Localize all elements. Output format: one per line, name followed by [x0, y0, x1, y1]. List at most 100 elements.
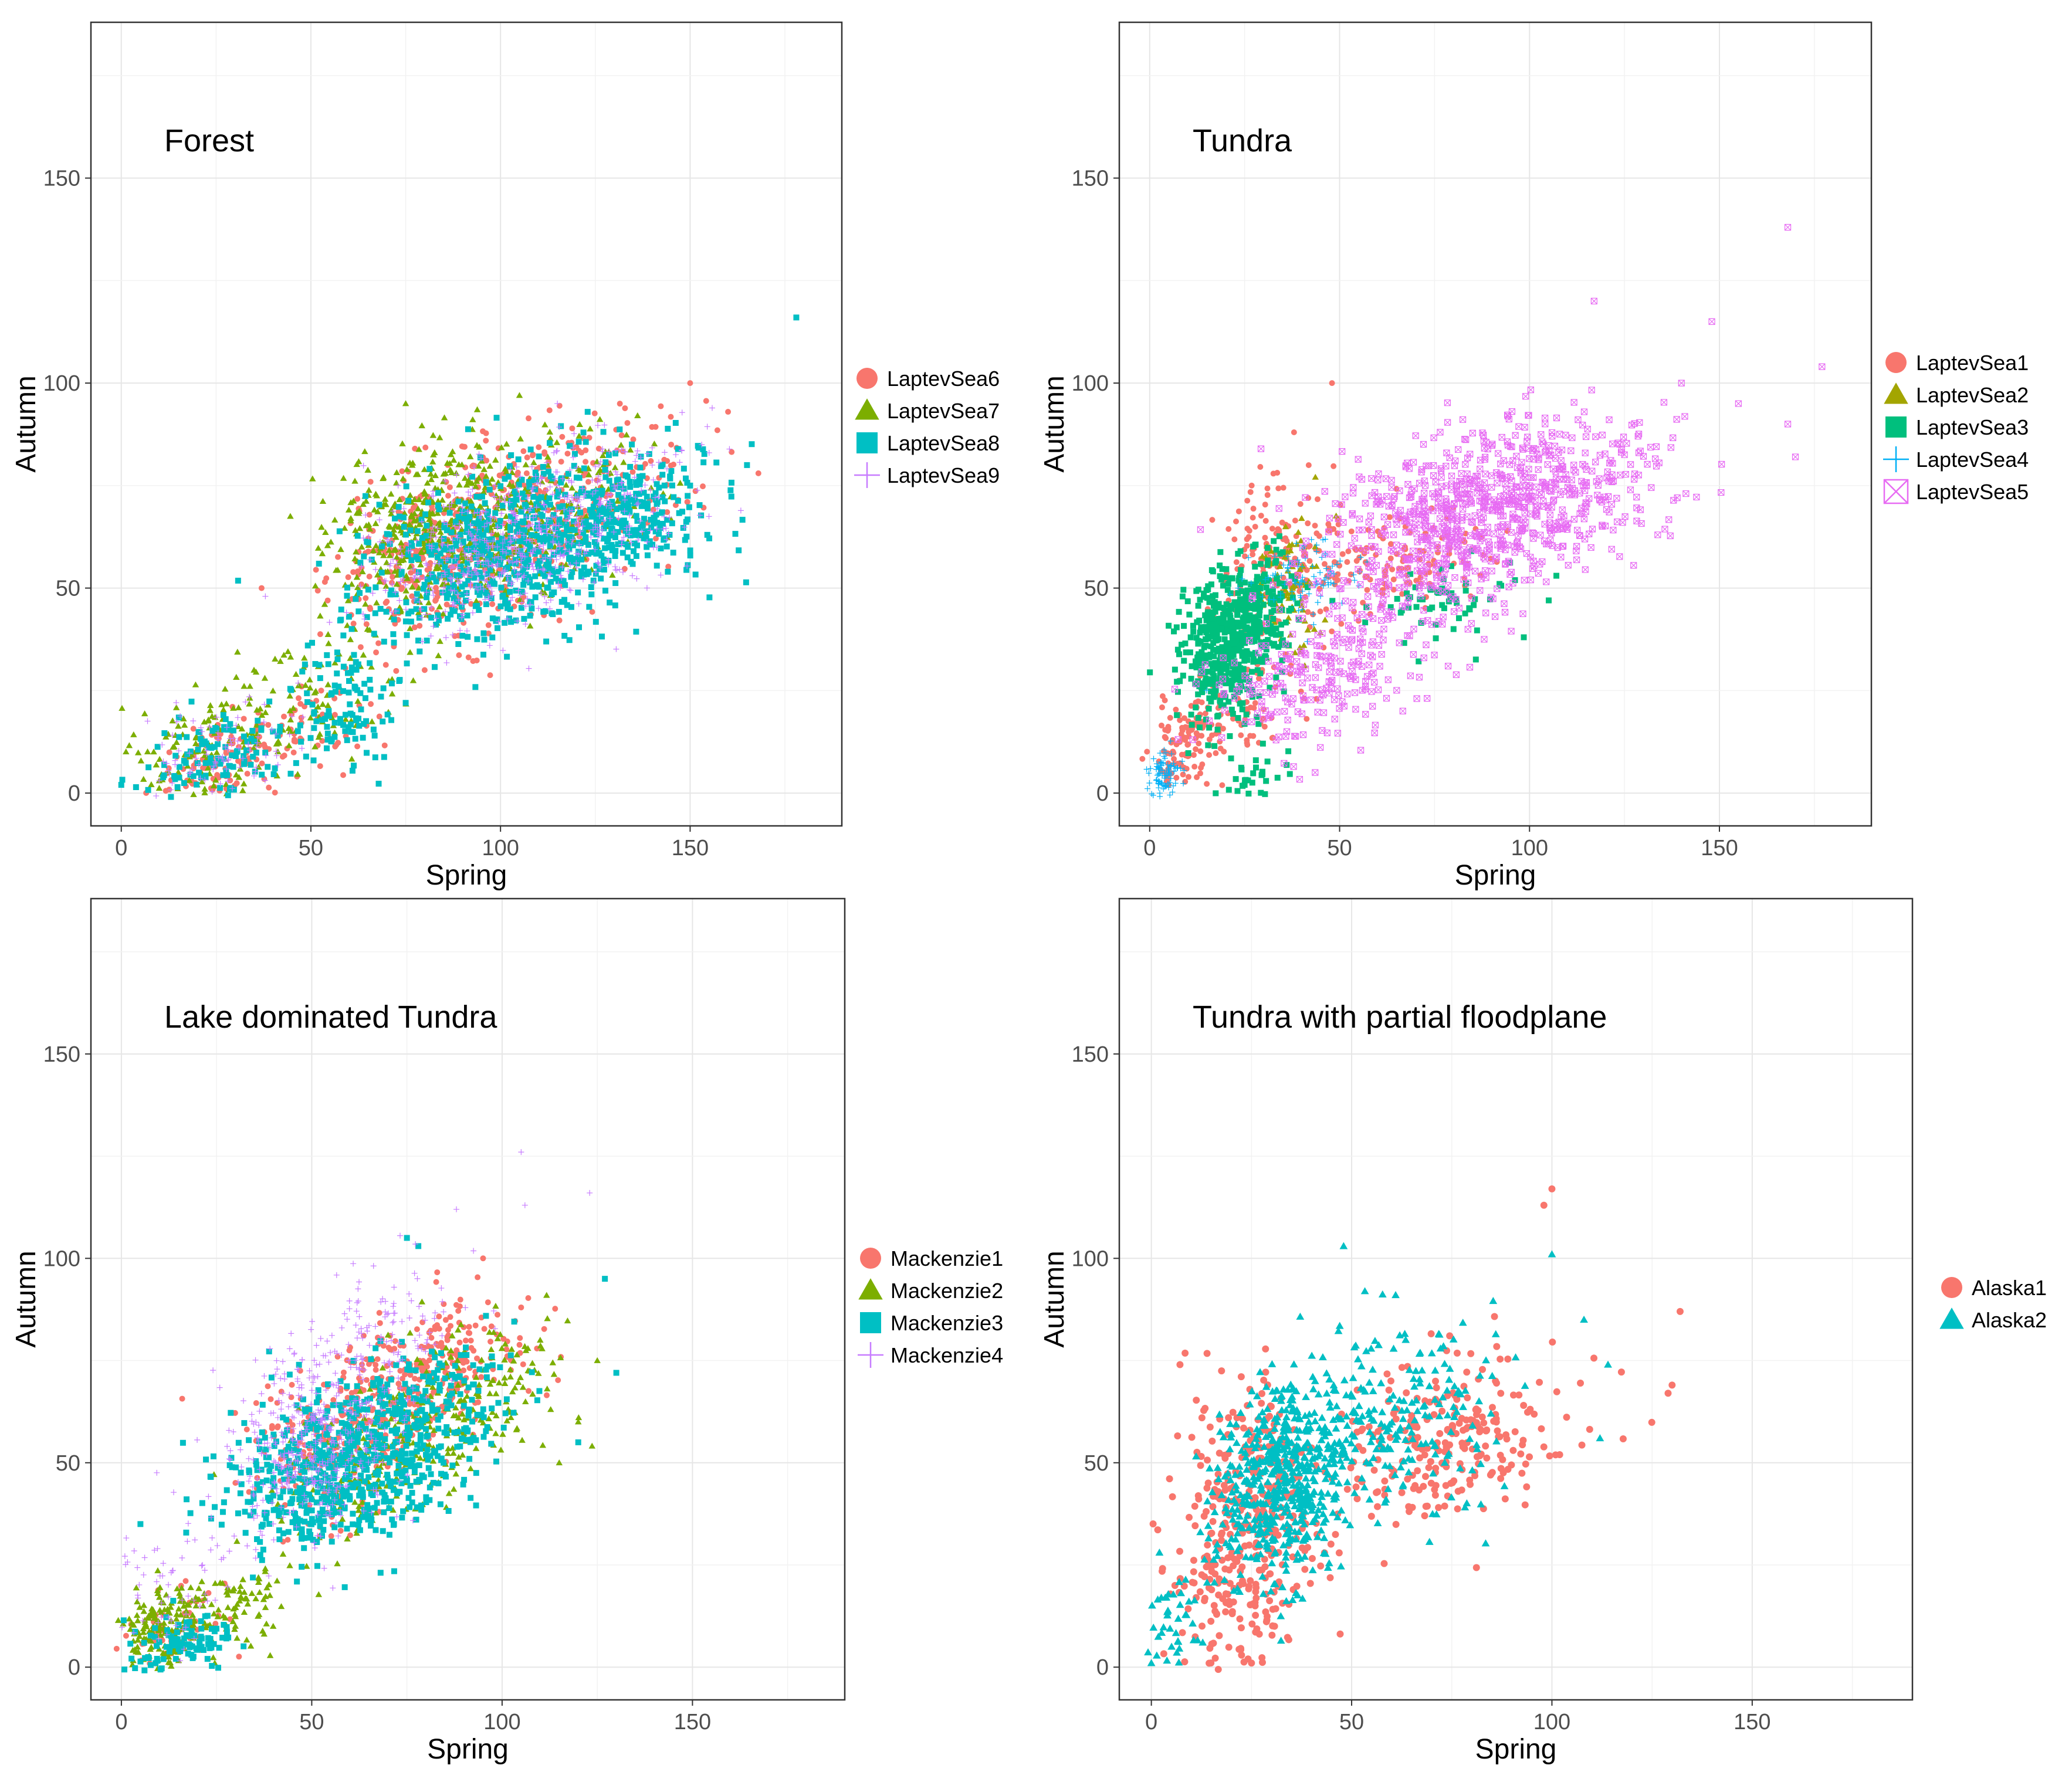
- point-LaptevSea8: [554, 493, 560, 500]
- point-LaptevSea7: [137, 757, 145, 764]
- point-LaptevSea3: [1204, 635, 1211, 641]
- point-LaptevSea7: [347, 655, 354, 661]
- point-LaptevSea3: [1245, 790, 1252, 797]
- point-LaptevSea7: [407, 625, 414, 631]
- point-LaptevSea8: [540, 608, 547, 615]
- point-LaptevSea8: [506, 615, 512, 622]
- point-LaptevSea9: [495, 554, 502, 560]
- point-LaptevSea8: [464, 523, 470, 530]
- point-LaptevSea9: [398, 546, 404, 553]
- point-LaptevSea8: [558, 565, 564, 572]
- point-LaptevSea7: [402, 594, 409, 601]
- point-LaptevSea6: [585, 479, 591, 485]
- point-LaptevSea9: [429, 524, 436, 530]
- point-LaptevSea8: [391, 639, 397, 646]
- point-LaptevSea7: [420, 544, 428, 551]
- point-LaptevSea8: [564, 602, 570, 608]
- point-LaptevSea8: [533, 473, 539, 479]
- point-LaptevSea7: [352, 527, 359, 533]
- point-LaptevSea8: [485, 511, 491, 518]
- point-LaptevSea9: [607, 500, 613, 507]
- point-LaptevSea9: [263, 753, 269, 759]
- point-LaptevSea6: [426, 562, 433, 568]
- point-LaptevSea8: [507, 535, 514, 541]
- point-LaptevSea8: [498, 584, 505, 591]
- point-LaptevSea8: [489, 536, 495, 543]
- point-LaptevSea8: [349, 767, 356, 774]
- point-LaptevSea8: [161, 772, 167, 778]
- point-LaptevSea8: [243, 747, 249, 754]
- point-LaptevSea9: [343, 609, 350, 616]
- point-LaptevSea8: [448, 611, 454, 618]
- point-LaptevSea8: [625, 503, 632, 510]
- point-LaptevSea8: [381, 638, 387, 645]
- point-LaptevSea9: [260, 719, 267, 725]
- point-LaptevSea7: [461, 475, 469, 481]
- point-LaptevSea9: [566, 477, 572, 484]
- point-LaptevSea8: [497, 571, 504, 578]
- point-LaptevSea8: [460, 540, 466, 546]
- point-LaptevSea8: [590, 577, 597, 584]
- point-LaptevSea3: [1242, 606, 1248, 612]
- point-LaptevSea8: [601, 560, 607, 566]
- point-LaptevSea9: [196, 761, 202, 768]
- series-LaptevSea9: [144, 401, 744, 799]
- point-LaptevSea6: [199, 765, 206, 771]
- point-LaptevSea8: [665, 425, 671, 432]
- point-LaptevSea3: [1244, 657, 1251, 663]
- point-LaptevSea3: [1228, 606, 1235, 612]
- point-LaptevSea7: [190, 791, 197, 797]
- point-LaptevSea7: [583, 513, 590, 519]
- point-LaptevSea8: [217, 760, 224, 767]
- point-LaptevSea7: [386, 552, 394, 558]
- point-LaptevSea9: [388, 609, 395, 616]
- point-LaptevSea3: [1244, 650, 1251, 656]
- point-LaptevSea7: [400, 556, 407, 563]
- point-LaptevSea3: [1271, 641, 1278, 647]
- point-LaptevSea8: [637, 465, 644, 471]
- point-LaptevSea7: [368, 663, 375, 670]
- point-LaptevSea8: [344, 592, 350, 599]
- point-LaptevSea8: [334, 670, 340, 677]
- point-LaptevSea9: [219, 754, 226, 760]
- point-LaptevSea8: [454, 598, 461, 605]
- point-LaptevSea3: [1263, 614, 1269, 621]
- point-LaptevSea6: [755, 470, 761, 476]
- point-LaptevSea9: [168, 787, 174, 793]
- point-LaptevSea7: [362, 601, 369, 607]
- point-LaptevSea8: [293, 760, 299, 766]
- point-LaptevSea6: [687, 380, 693, 387]
- point-LaptevSea1: [1269, 734, 1276, 741]
- point-LaptevSea8: [483, 479, 489, 485]
- point-LaptevSea7: [407, 492, 414, 498]
- point-LaptevSea9: [449, 537, 456, 543]
- point-LaptevSea3: [1213, 790, 1219, 797]
- point-LaptevSea8: [201, 738, 208, 745]
- point-LaptevSea7: [376, 578, 384, 585]
- point-LaptevSea9: [144, 718, 151, 724]
- point-LaptevSea9: [224, 765, 230, 772]
- point-LaptevSea8: [497, 483, 504, 489]
- point-LaptevSea8: [602, 474, 609, 480]
- point-LaptevSea7: [435, 524, 442, 530]
- point-LaptevSea8: [643, 535, 649, 541]
- point-LaptevSea7: [322, 528, 329, 536]
- point-LaptevSea7: [473, 597, 480, 604]
- point-LaptevSea9: [443, 659, 450, 666]
- point-LaptevSea8: [607, 517, 614, 523]
- point-LaptevSea9: [430, 623, 436, 629]
- point-LaptevSea9: [512, 566, 518, 572]
- point-LaptevSea3: [1171, 628, 1177, 635]
- point-LaptevSea1: [1244, 741, 1251, 748]
- point-LaptevSea9: [245, 741, 252, 748]
- point-LaptevSea6: [692, 488, 699, 494]
- point-LaptevSea9: [494, 503, 500, 510]
- point-LaptevSea7: [285, 742, 293, 748]
- point-LaptevSea6: [265, 721, 272, 728]
- point-LaptevSea3: [1241, 782, 1248, 788]
- point-LaptevSea7: [620, 459, 627, 465]
- point-LaptevSea7: [222, 781, 230, 787]
- point-LaptevSea6: [318, 687, 324, 694]
- point-LaptevSea8: [518, 605, 524, 611]
- point-LaptevSea8: [337, 716, 343, 722]
